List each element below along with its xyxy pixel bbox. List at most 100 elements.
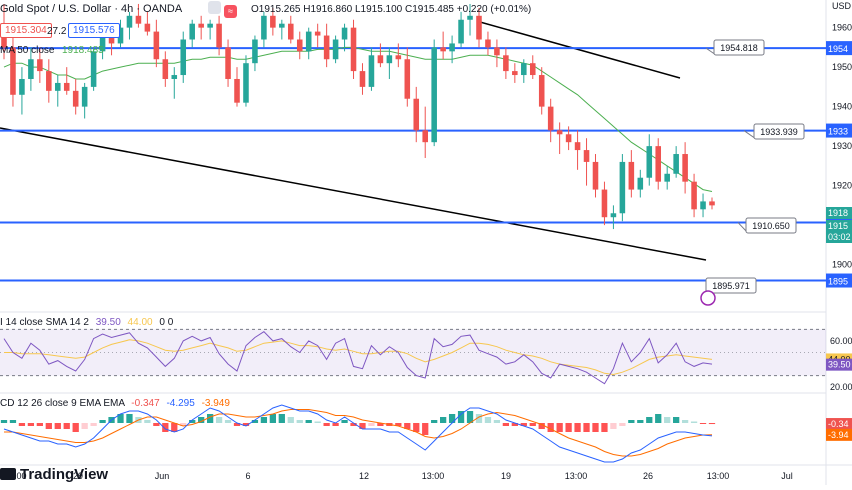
tradingview-logo[interactable]: TradingView [0,463,108,485]
wave-icon[interactable]: ≈ [224,5,237,18]
macd-histogram-bar [699,423,707,424]
price-tick-label: 1940 [832,102,852,112]
symbol-title[interactable]: Gold Spot / U.S. Dollar · 4h · OANDA [0,3,183,15]
macd-histogram-bar [0,420,8,423]
rsi-legend-sma: 44.00 [127,317,153,328]
candle-body [323,35,330,60]
macd-histogram-bar [475,414,483,423]
candle-body [476,15,482,40]
macd-histogram-bar [144,420,151,423]
candle-body [108,35,115,44]
time-tick-label: 6 [245,471,250,481]
candle-body [153,31,160,60]
price-tick-label: 1960 [832,23,852,33]
macd-histogram-bar [242,423,250,426]
macd-histogram-bar [448,414,456,423]
candle-body [243,63,249,103]
macd-legend-hist: -0.347 [131,398,160,409]
candle-body [547,106,554,131]
candle-body [162,59,169,79]
macd-histogram-bar [224,420,232,423]
macd-histogram-bar [314,421,321,423]
macd-histogram-bar [99,420,106,423]
rsi-legend[interactable]: I 14 close SMA 14 2 39.50 44.00 0 0 [0,317,173,328]
macd-histogram-bar [215,417,223,423]
macd-histogram-bar [72,423,79,432]
price-badge-label: 03:02 [828,232,851,242]
macd-histogram-bar [162,423,169,432]
macd-histogram-bar [484,417,492,423]
candle-body [54,82,61,91]
candle-body [341,27,348,40]
callout-box [705,277,757,294]
candle-body [368,55,375,87]
macd-histogram-bar [377,423,384,426]
price-tick-label: 1900 [832,260,852,270]
macd-histogram-bar [655,414,662,423]
macd-histogram-bar [511,423,518,426]
macd-histogram-bar [45,423,52,429]
spread-value: 27.2 [47,26,67,37]
price-badge-label: 1918 [828,208,848,218]
candle-body [117,27,124,44]
candle-body [521,63,527,76]
rsi-legend-extra: 0 0 [159,317,174,328]
candle-body [81,86,88,107]
callout-label: 1933.939 [760,127,798,137]
price-level-tag [826,41,852,56]
macd-histogram-bar [269,414,276,423]
buy-price-box[interactable]: 1915.576 [68,23,120,38]
candle-body [314,31,321,36]
price-badge [826,220,852,232]
candle-body [700,201,706,210]
callout-label: 1910.650 [752,221,790,231]
macd-histogram-bar [27,423,35,426]
currency-label: USD [832,1,852,11]
candle-body [404,59,411,99]
indicator-icons[interactable]: ≈ [208,1,237,18]
macd-histogram-bar [233,423,241,426]
eye-icon[interactable] [208,1,221,14]
macd-histogram-bar [36,423,43,426]
time-tick-label: Jul [781,471,793,481]
macd-histogram-bar [81,423,88,429]
ma-legend-label[interactable]: MA 50 close [0,45,55,56]
price-level-tag-label: 1895 [828,277,848,287]
macd-histogram-bar [305,420,312,423]
candle-body [413,98,420,131]
macd-histogram-bar [404,423,411,429]
time-tick-label: 13:00 [707,471,730,481]
macd-histogram-bar [54,423,61,429]
candle-body [261,15,267,40]
macd-histogram-bar [592,423,599,432]
rsi-badge [826,358,852,371]
macd-histogram-bar [547,423,554,432]
macd-hist-badge [826,418,852,431]
macd-histogram-bar [171,423,178,432]
ma50-line [3,46,713,192]
candle-body [252,39,258,64]
candle-body [467,15,473,20]
candle-body [46,71,52,91]
macd-histogram-bar [413,423,420,432]
macd-histogram-bar [359,423,366,429]
candle-body [512,71,518,76]
price-level-tag-label: 1933 [828,127,848,137]
candle-body [619,161,626,214]
rsi-legend-label: I 14 close SMA 14 2 [0,317,89,328]
macd-legend-label: CD 12 26 close 9 EMA EMA [0,398,125,409]
candle-body [592,161,599,190]
macd-legend-macd: -4.295 [166,398,195,409]
macd-line [3,404,713,463]
macd-histogram-bar [198,417,205,423]
candle-body [458,19,464,44]
macd-histogram-bar [619,423,626,426]
macd-histogram-bar [690,421,698,423]
candle-body [198,23,204,28]
macd-histogram-bar [466,411,474,423]
sell-price-box[interactable]: 1915.304 [0,23,52,38]
macd-legend[interactable]: CD 12 26 close 9 EMA EMA -0.347 -4.295 -… [0,398,230,409]
time-tick-label: 13:00 [565,471,588,481]
candle-body [19,78,25,95]
